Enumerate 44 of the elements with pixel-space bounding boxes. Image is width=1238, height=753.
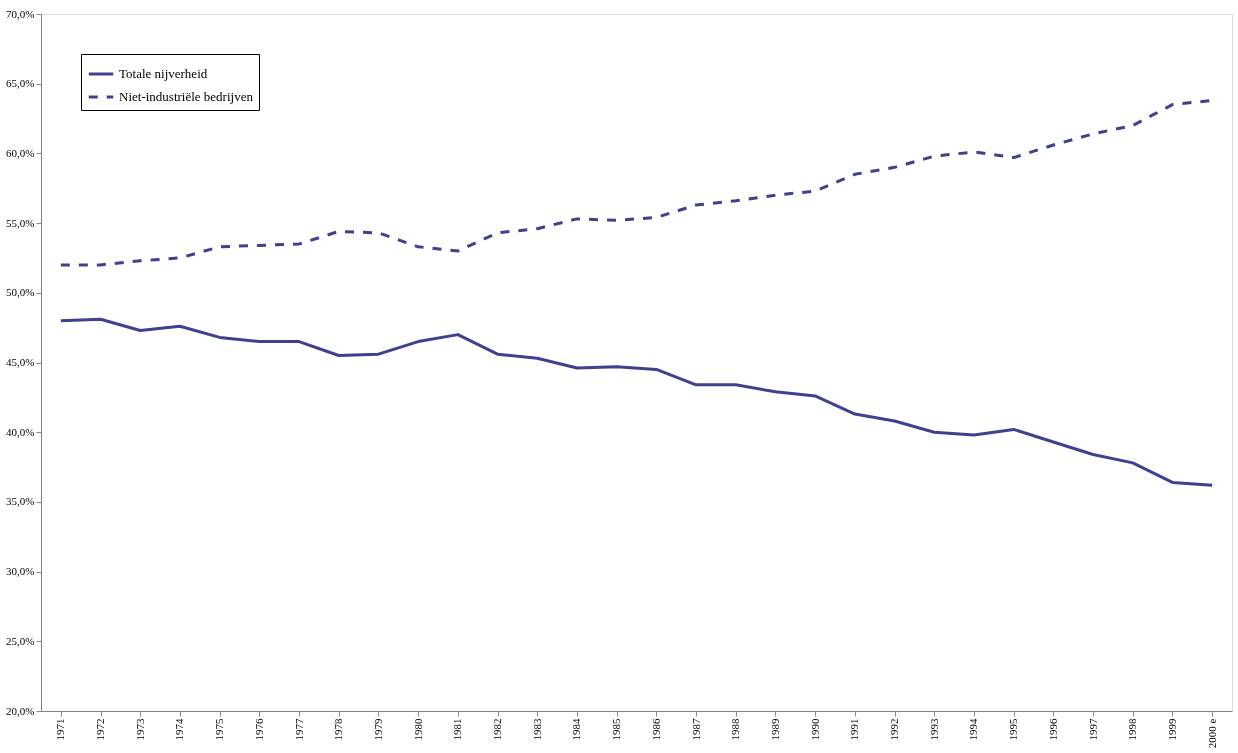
x-tick-label: 1976 [252,718,265,741]
x-tick-label: 1971 [54,718,67,741]
legend-label: Totale nijverheid [119,66,208,81]
x-tick-label: 1990 [808,718,821,741]
y-tick-label: 70,0% [6,7,35,20]
x-tick-label: 1973 [133,718,146,741]
x-tick-label: 1979 [371,718,384,741]
y-tick-label: 40,0% [6,425,35,438]
x-tick-label: 1983 [530,718,543,741]
x-tick-label: 1975 [213,718,226,741]
x-tick-label: 1978 [332,718,345,741]
y-tick-label: 25,0% [6,634,35,647]
x-tick-label: 2000 e [1205,718,1218,749]
x-tick-label: 1981 [451,718,464,741]
x-tick-label: 1972 [94,718,107,741]
y-tick-label: 20,0% [6,704,35,717]
y-tick-label: 65,0% [6,77,35,90]
x-tick-label: 1986 [649,718,662,741]
x-tick-label: 1988 [729,718,742,741]
x-tick-label: 1974 [173,718,186,741]
x-tick-label: 1992 [888,718,901,741]
legend-label: Niet-industriële bedrijven [119,89,254,104]
line-series [59,317,1214,487]
x-tick-label: 1984 [570,718,583,741]
x-tick-label: 1977 [292,718,305,741]
y-tick-label: 45,0% [6,356,35,368]
x-tick-label: 1991 [848,718,861,741]
x-tick-label: 1996 [1046,718,1059,741]
y-tick-label: 35,0% [6,495,35,508]
x-tick-label: 1995 [1007,718,1020,741]
x-tick-label: 1982 [491,718,504,741]
x-tick-label: 1980 [411,718,424,741]
y-tick-label: 55,0% [6,216,35,229]
x-tick-label: 1994 [967,718,980,741]
y-tick-label: 30,0% [6,565,35,578]
y-tick-label: 60,0% [6,146,35,159]
x-tick-label: 1987 [689,718,702,741]
x-tick-label: 1989 [768,718,781,741]
x-tick-label: 1985 [610,718,623,741]
x-tick-label: 1997 [1086,718,1099,741]
x-tick-label: 1993 [927,718,940,741]
x-tick-label: 1999 [1165,718,1178,741]
x-tick-label: 1998 [1126,718,1139,741]
y-tick-label: 50,0% [6,286,35,299]
